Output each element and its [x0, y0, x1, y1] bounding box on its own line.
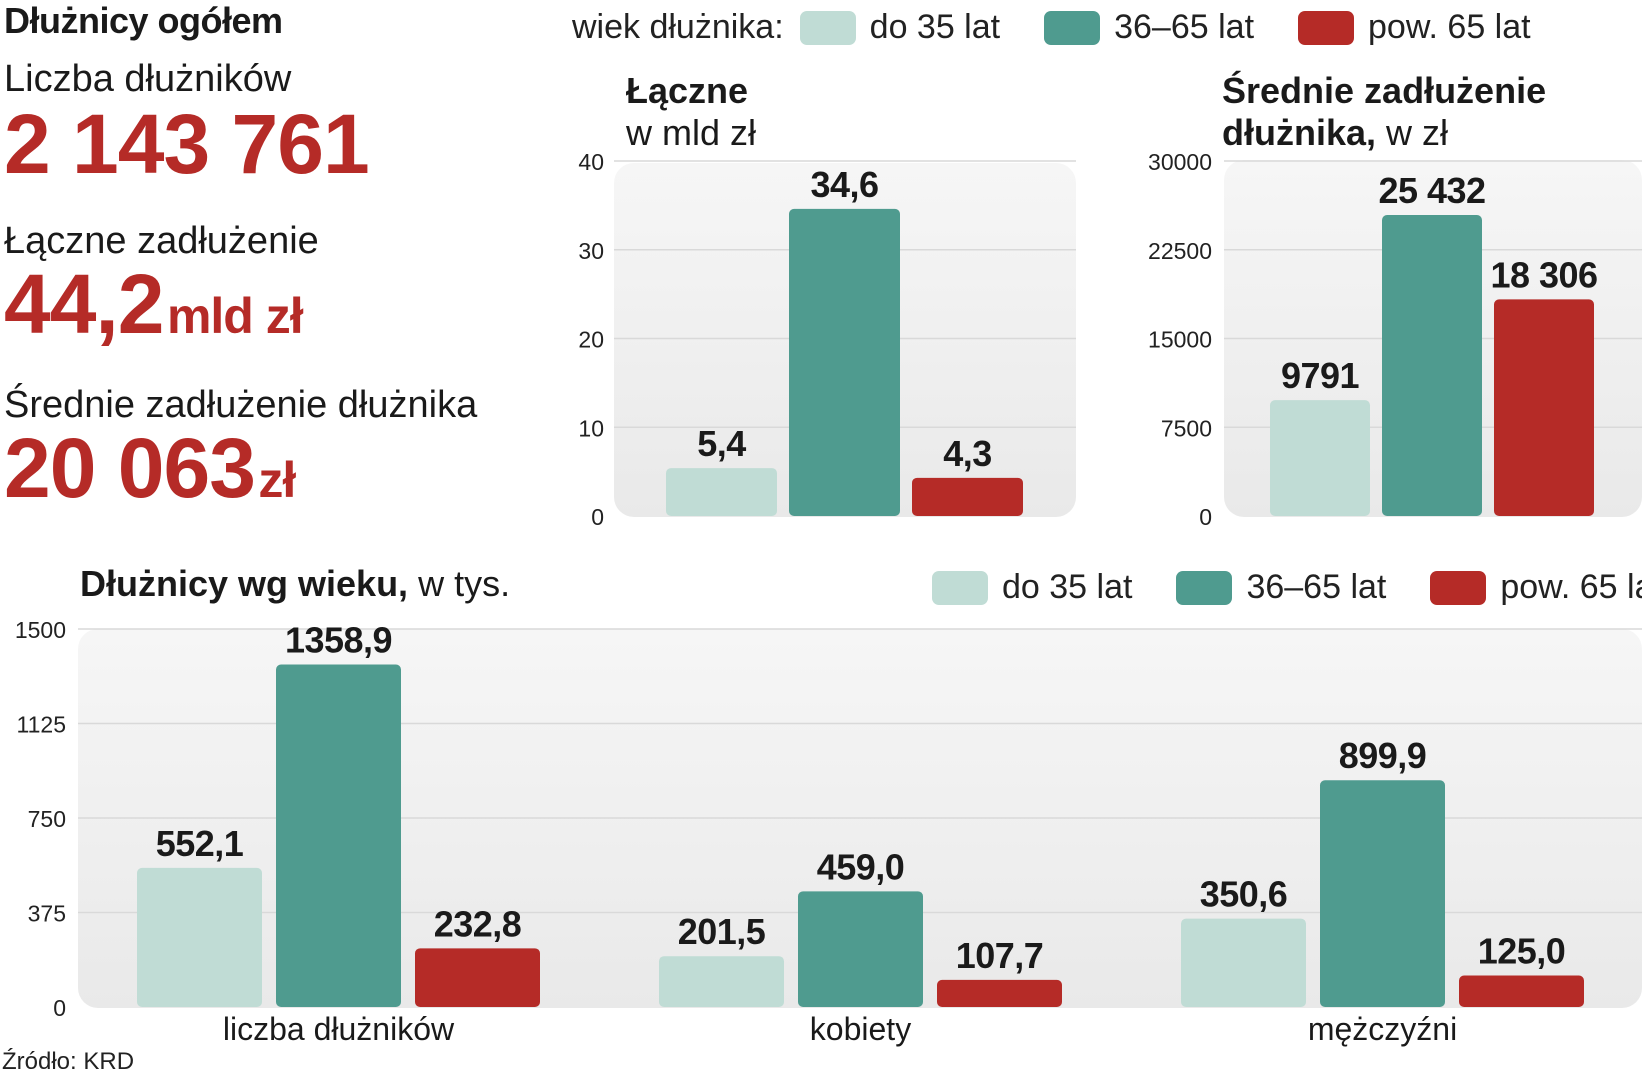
chart-age-bar: [798, 891, 923, 1007]
chart-age-bar: [937, 979, 1062, 1007]
legend-label-young: do 35 lat: [869, 8, 1001, 46]
legend-label-old: pow. 65 lat: [1368, 8, 1531, 46]
chart-age-value-label: 1358,9: [285, 620, 392, 661]
legend-bottom-label-old: pow. 65 lat: [1500, 568, 1642, 606]
chart-total-bar: [789, 208, 900, 517]
chart-age-bar: [276, 664, 401, 1007]
legend-bottom-item-middle: 36–65 lat: [1176, 568, 1386, 607]
chart-average-value-label: 18 306: [1490, 254, 1597, 295]
summary-title: Dłużnicy ogółem: [4, 0, 283, 41]
source-note: Źródło: KRD: [2, 1048, 135, 1075]
chart-age-category-label: mężczyźni: [1308, 1011, 1457, 1047]
chart-age-value-label: 899,9: [1339, 735, 1427, 776]
chart-total-bar: [666, 468, 777, 516]
total-debt-label: Łączne zadłużenie: [4, 220, 319, 262]
legend-bottom: do 35 lat 36–65 lat pow. 65 lat: [932, 568, 1642, 607]
legend-swatch-young: [799, 10, 856, 45]
legend-swatch-middle: [1044, 10, 1101, 45]
chart-age-value-label: 350,6: [1200, 874, 1288, 915]
chart-average-y-tick: 15000: [1148, 327, 1212, 353]
chart-age-category-label: kobiety: [810, 1011, 911, 1047]
chart-average-title: Średnie zadłużenie dłużnika, w zł: [1222, 70, 1546, 154]
chart-average-bar: [1270, 400, 1370, 516]
legend-bottom-swatch-old: [1430, 570, 1487, 605]
chart-age-title-text: Dłużnicy wg wieku,: [80, 563, 409, 604]
chart-age-y-tick: 1500: [15, 617, 66, 643]
chart-total-bar: [912, 477, 1023, 516]
chart-age-y-tick: 0: [53, 995, 66, 1021]
total-debt-value-group: 44,2 mld zł: [4, 256, 304, 353]
chart-total-y-tick: 40: [578, 149, 604, 175]
chart-age-value-label: 232,8: [434, 903, 522, 944]
chart-total-title: Łączne w mld zł: [626, 70, 756, 154]
chart-age-y-tick: 375: [28, 901, 66, 927]
chart-age-value-label: 459,0: [817, 846, 905, 887]
total-debt-unit: mld zł: [166, 288, 304, 344]
legend-bottom-swatch-young: [932, 570, 988, 605]
chart-total-value-label: 4,3: [943, 433, 992, 474]
avg-debt-label: Średnie zadłużenie dłużnika: [4, 384, 478, 426]
legend-lead: wiek dłużnika:: [572, 8, 784, 46]
debtor-count-label: Liczba dłużników: [4, 58, 292, 100]
chart-age-bar: [1459, 975, 1584, 1007]
chart-total-value-label: 5,4: [697, 423, 746, 464]
chart-average-y-tick: 30000: [1148, 149, 1212, 175]
chart-average-y-tick: 22500: [1148, 238, 1212, 264]
total-debt-value: 44,2: [4, 257, 164, 351]
legend-swatch-old: [1298, 10, 1355, 45]
avg-debt-value-group: 20 063 zł: [4, 420, 296, 517]
chart-age-subtitle: w tys.: [418, 563, 511, 604]
legend-bottom-label-young: do 35 lat: [1002, 568, 1133, 606]
legend-item-young: do 35 lat: [799, 8, 1001, 47]
chart-total-value-label: 34,6: [810, 164, 878, 205]
chart-age-bar: [659, 956, 784, 1007]
chart-average-value-label: 9791: [1281, 355, 1360, 396]
chart-total-subtitle: w mld zł: [626, 112, 757, 153]
legend-bottom-label-middle: 36–65 lat: [1246, 568, 1387, 606]
chart-age-title: Dłużnicy wg wieku, w tys.: [80, 563, 510, 605]
chart-total-y-tick: 30: [578, 238, 604, 264]
chart-total-title-text: Łączne: [626, 70, 749, 111]
legend-bottom-item-old: pow. 65 lat: [1430, 568, 1642, 607]
debtor-count-value: 2 143 761: [4, 97, 370, 191]
chart-average-title-line1: Średnie zadłużenie: [1222, 70, 1547, 111]
avg-debt-value: 20 063: [4, 421, 256, 515]
legend-bottom-item-young: do 35 lat: [932, 568, 1132, 607]
chart-age-value-label: 125,0: [1478, 931, 1566, 972]
avg-debt-unit: zł: [258, 452, 296, 508]
chart-age-bar: [415, 948, 540, 1007]
chart-total-y-tick: 0: [591, 504, 604, 530]
chart-average-y-tick: 0: [1199, 504, 1212, 530]
chart-age-y-tick: 1125: [17, 712, 66, 738]
chart-age-category-label: liczba dłużników: [223, 1011, 455, 1047]
chart-average-y-tick: 7500: [1161, 415, 1212, 441]
legend-item-middle: 36–65 lat: [1044, 8, 1254, 47]
chart-average-title-line2: dłużnika, w zł: [1222, 112, 1449, 153]
legend-label-middle: 36–65 lat: [1114, 8, 1255, 46]
chart-total-y-tick: 10: [578, 415, 604, 441]
chart-age-value-label: 552,1: [156, 823, 244, 864]
chart-age-value-label: 107,7: [956, 935, 1044, 976]
chart-age-bar: [1320, 780, 1445, 1007]
chart-age-bar: [1181, 918, 1306, 1007]
chart-age-value-label: 201,5: [678, 911, 766, 952]
chart-total-y-tick: 20: [578, 327, 604, 353]
legend-top: wiek dłużnika: do 35 lat 36–65 lat pow. …: [572, 8, 1531, 47]
chart-average-bar: [1494, 299, 1594, 516]
legend-item-old: pow. 65 lat: [1298, 8, 1531, 47]
chart-average-bar: [1382, 215, 1482, 516]
chart-age-y-tick: 750: [28, 806, 66, 832]
legend-bottom-swatch-middle: [1176, 570, 1233, 605]
chart-age-bar: [137, 867, 262, 1007]
chart-average-value-label: 25 432: [1378, 170, 1485, 211]
